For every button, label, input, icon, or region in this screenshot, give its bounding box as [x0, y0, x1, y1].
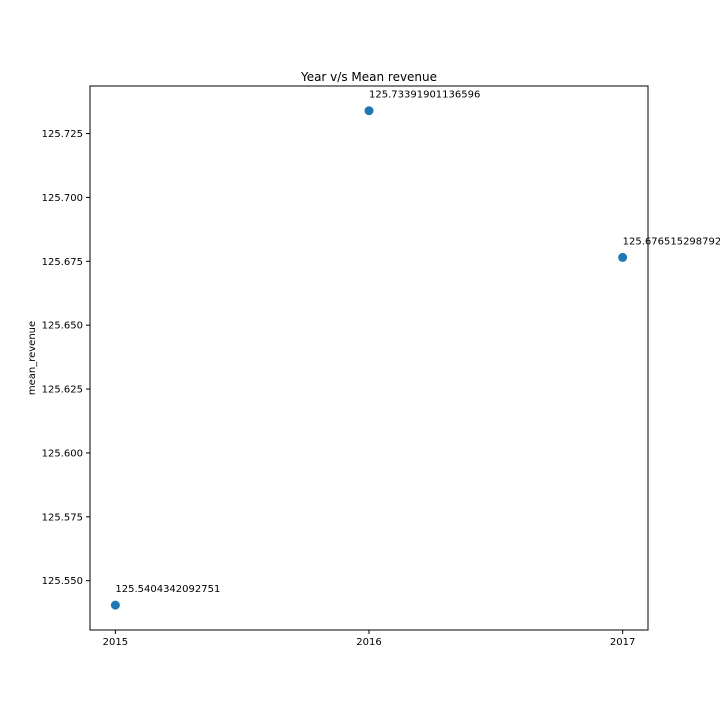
y-tick-label: 125.725: [42, 129, 83, 140]
y-tick-label: 125.650: [42, 321, 83, 332]
data-point: [110, 600, 120, 610]
axis-ticks: 2015 2016 2017 125.550 125.575 125.600 125.625…: [42, 129, 636, 648]
y-tick-label: 125.550: [42, 576, 83, 587]
data-label: 125.73391901136596: [369, 90, 480, 101]
x-tick-label: 2016: [356, 637, 381, 648]
x-tick-label: 2017: [610, 637, 635, 648]
y-tick-label: 125.675: [42, 257, 83, 268]
data-point: [618, 252, 628, 262]
y-axis-label: mean_revenue: [27, 321, 38, 395]
x-tick-label: 2015: [103, 637, 128, 648]
plot-frame: [89, 85, 649, 631]
y-tick-label: 125.625: [42, 385, 83, 396]
data-label: 125.676515298792: [623, 236, 720, 247]
data-point: [364, 106, 374, 116]
data-label: 125.5404342092751: [115, 584, 220, 595]
chart-title: Year v/s Mean revenue: [300, 70, 437, 84]
y-tick-label: 125.700: [42, 193, 83, 204]
y-tick-label: 125.600: [42, 448, 83, 459]
y-tick-label: 125.575: [42, 512, 83, 523]
data-points: 125.5404342092751 125.73391901136596 125.6…: [110, 90, 720, 610]
